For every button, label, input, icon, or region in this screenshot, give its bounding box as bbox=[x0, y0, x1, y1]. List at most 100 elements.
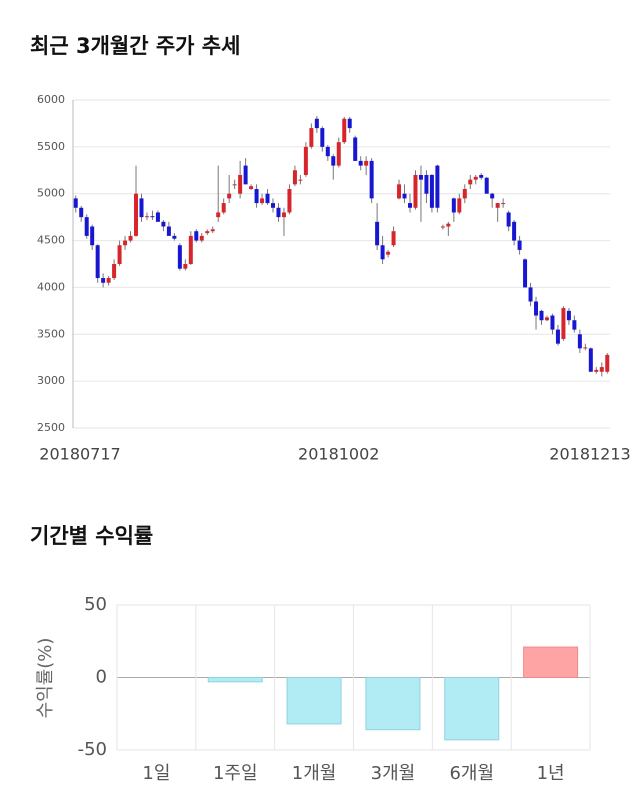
candle-body bbox=[325, 146, 330, 157]
candle-body bbox=[221, 203, 226, 213]
candle-body bbox=[172, 235, 177, 239]
candle-body bbox=[424, 174, 429, 194]
candle-body bbox=[79, 207, 84, 218]
candle-body bbox=[375, 221, 380, 246]
bar bbox=[365, 677, 421, 731]
candle-body bbox=[534, 301, 539, 316]
chart-title: 최근 3개월간 주가 추세 bbox=[30, 34, 240, 58]
candle-body bbox=[479, 174, 484, 178]
y-tick-label: 5500 bbox=[37, 140, 65, 153]
y-tick-label: 4000 bbox=[37, 280, 65, 293]
candle-body bbox=[309, 128, 314, 147]
y-tick-label: 4500 bbox=[37, 234, 65, 247]
candle-body bbox=[216, 212, 221, 218]
candle-body bbox=[523, 259, 528, 288]
x-tick-label: 1일 bbox=[142, 763, 170, 784]
candle-body bbox=[188, 235, 193, 264]
y-tick-label: 0 bbox=[96, 667, 107, 688]
candle-body bbox=[588, 348, 593, 372]
candle-body bbox=[468, 179, 473, 185]
candle-body bbox=[210, 229, 215, 232]
candle-body bbox=[391, 231, 396, 246]
candle-body bbox=[451, 198, 456, 213]
candle-body bbox=[243, 165, 248, 185]
candle-body bbox=[358, 160, 363, 166]
y-tick-label: 50 bbox=[84, 594, 107, 615]
candle-body bbox=[435, 165, 440, 208]
candle-body bbox=[123, 240, 128, 246]
chart-title: 기간별 수익률 bbox=[30, 524, 153, 548]
candle-body bbox=[577, 334, 582, 349]
candle-body bbox=[413, 174, 418, 208]
candle-body bbox=[161, 221, 166, 227]
candle-body bbox=[347, 118, 352, 129]
candle-body bbox=[446, 223, 451, 227]
candle-body bbox=[254, 189, 259, 204]
candle-body bbox=[276, 207, 281, 218]
bar bbox=[207, 677, 263, 683]
candle-body bbox=[566, 310, 571, 321]
candle-body bbox=[550, 315, 555, 330]
x-tick-label: 1개월 bbox=[292, 763, 337, 784]
x-tick-label: 20181213 bbox=[549, 445, 630, 464]
candle-body bbox=[260, 198, 265, 204]
candle-body bbox=[397, 184, 402, 199]
candle-body bbox=[512, 221, 517, 241]
candle-body bbox=[594, 369, 599, 372]
y-tick-label: 3500 bbox=[37, 327, 65, 340]
candle-body bbox=[517, 240, 522, 250]
candle-body bbox=[544, 317, 549, 321]
candle-body bbox=[139, 198, 144, 218]
x-tick-label: 1주일 bbox=[213, 763, 258, 784]
candle-body bbox=[249, 186, 254, 190]
candle-body bbox=[73, 198, 78, 208]
candle-body bbox=[112, 264, 117, 279]
candle-body bbox=[117, 245, 122, 264]
x-tick-label: 1년 bbox=[537, 763, 565, 784]
x-tick-label: 3개월 bbox=[371, 763, 416, 784]
y-axis-label: 수익률(%) bbox=[35, 638, 56, 719]
candle-body bbox=[227, 193, 232, 199]
x-tick-label: 20180717 bbox=[39, 445, 120, 464]
candle-body bbox=[336, 142, 341, 166]
y-tick-label: 2500 bbox=[37, 421, 65, 434]
candle-body bbox=[183, 264, 188, 269]
candle-body bbox=[418, 174, 423, 180]
candle-body bbox=[144, 216, 149, 218]
candle-body bbox=[314, 118, 319, 129]
candle-body bbox=[205, 231, 210, 234]
candle-body bbox=[287, 189, 292, 213]
y-tick-label: 3000 bbox=[37, 374, 65, 387]
candle-body bbox=[561, 308, 566, 339]
candle-body bbox=[605, 354, 610, 372]
candle-body bbox=[166, 226, 171, 236]
candle-body bbox=[342, 118, 347, 143]
candle-body bbox=[407, 203, 412, 208]
candle-body bbox=[90, 226, 95, 246]
candle-body bbox=[599, 367, 604, 372]
candle-body bbox=[271, 203, 276, 208]
candle-body bbox=[484, 177, 489, 194]
candle-body bbox=[429, 174, 434, 208]
candle-body bbox=[95, 245, 100, 279]
candle-body bbox=[555, 329, 560, 344]
candle-body bbox=[150, 216, 155, 218]
bar bbox=[444, 677, 500, 741]
candle-body bbox=[495, 203, 500, 208]
candle-body bbox=[106, 278, 111, 283]
candle-body bbox=[369, 160, 374, 199]
candle-body bbox=[386, 251, 391, 255]
candle-body bbox=[238, 174, 243, 194]
candle-body bbox=[155, 212, 160, 222]
candle-body bbox=[292, 170, 297, 185]
candle-body bbox=[281, 212, 286, 218]
candle-body bbox=[572, 320, 577, 330]
candle-body bbox=[134, 193, 139, 236]
candle-body bbox=[298, 179, 303, 181]
candle-body bbox=[265, 193, 270, 204]
candle-body bbox=[380, 245, 385, 260]
candle-body bbox=[84, 217, 89, 236]
candle-body bbox=[462, 189, 467, 199]
y-tick-label: 5000 bbox=[37, 187, 65, 200]
